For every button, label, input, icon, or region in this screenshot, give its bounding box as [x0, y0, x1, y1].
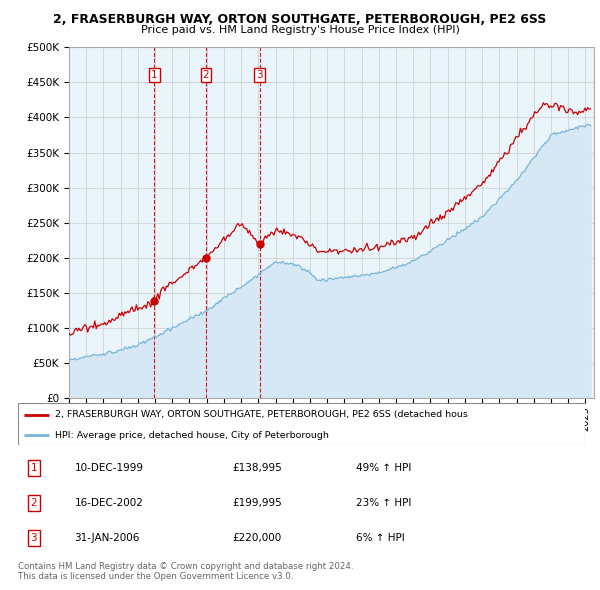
Text: 16-DEC-2002: 16-DEC-2002: [74, 498, 143, 508]
Text: HPI: Average price, detached house, City of Peterborough: HPI: Average price, detached house, City…: [55, 431, 329, 440]
Text: 6% ↑ HPI: 6% ↑ HPI: [356, 533, 405, 543]
Text: 2: 2: [31, 498, 37, 508]
Text: Price paid vs. HM Land Registry's House Price Index (HPI): Price paid vs. HM Land Registry's House …: [140, 25, 460, 35]
Text: 49% ↑ HPI: 49% ↑ HPI: [356, 463, 412, 473]
Text: 10-DEC-1999: 10-DEC-1999: [74, 463, 143, 473]
Text: Contains HM Land Registry data © Crown copyright and database right 2024.
This d: Contains HM Land Registry data © Crown c…: [18, 562, 353, 581]
Text: 31-JAN-2006: 31-JAN-2006: [74, 533, 140, 543]
Text: £199,995: £199,995: [232, 498, 282, 508]
Text: 2, FRASERBURGH WAY, ORTON SOUTHGATE, PETERBOROUGH, PE2 6SS (detached hous: 2, FRASERBURGH WAY, ORTON SOUTHGATE, PET…: [55, 411, 468, 419]
Text: 23% ↑ HPI: 23% ↑ HPI: [356, 498, 412, 508]
Text: £138,995: £138,995: [232, 463, 282, 473]
Text: 1: 1: [31, 463, 37, 473]
Text: 3: 3: [256, 70, 263, 80]
Text: 1: 1: [151, 70, 158, 80]
Text: 2: 2: [203, 70, 209, 80]
Text: 2, FRASERBURGH WAY, ORTON SOUTHGATE, PETERBOROUGH, PE2 6SS: 2, FRASERBURGH WAY, ORTON SOUTHGATE, PET…: [53, 13, 547, 26]
Text: 3: 3: [31, 533, 37, 543]
Text: £220,000: £220,000: [232, 533, 281, 543]
